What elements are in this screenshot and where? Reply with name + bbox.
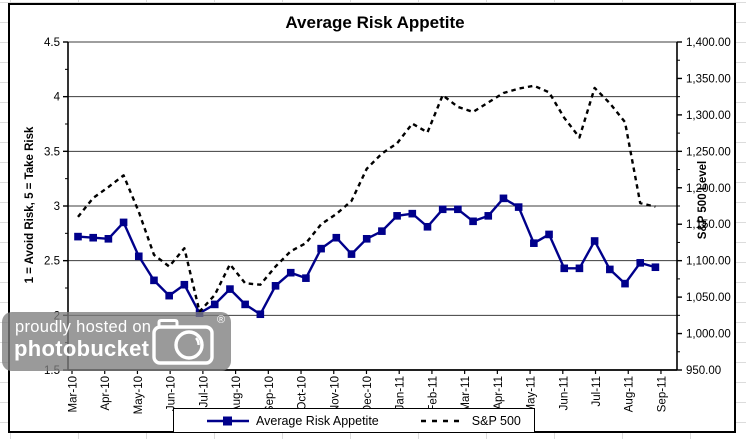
legend-sample-sp500-line — [420, 417, 465, 425]
watermark-tagline: proudly hosted on — [15, 318, 152, 336]
registered-mark: ® — [217, 314, 226, 326]
series-sp500 — [77, 84, 656, 313]
y-left-tick-label: 4 — [54, 92, 61, 104]
legend-label-risk: Average Risk Appetite — [256, 413, 379, 428]
sp500-dash-sample-icon — [420, 419, 465, 422]
photobucket-watermark: proudly hosted on photobucket ® — [2, 312, 231, 371]
y-right-tick-label: 1,150.00 — [686, 219, 731, 231]
x-tick-label: Sep-10 — [264, 376, 276, 413]
y-left-tick-label: 2.5 — [44, 256, 60, 268]
watermark-brand: photobucket — [14, 336, 150, 361]
x-tick-label: Apr-11 — [493, 376, 505, 410]
y-right-tick-label: 950.00 — [686, 365, 721, 377]
x-axis: Mar-10 Apr-10 May-10 Jun-10 Jul-10 Aug-10 Sep-… — [68, 370, 668, 414]
x-tick-label: Mar-11 — [460, 376, 472, 412]
camera-icon — [152, 319, 214, 365]
y-right-tick-label: 1,400.00 — [686, 37, 731, 49]
y-right-tick-label: 1,100.00 — [686, 256, 731, 268]
y-left-tick-label: 3.5 — [44, 146, 60, 158]
y-right-axis: 1,400.00 1,350.00 1,300.00 1,250.00 1,200.00… — [677, 37, 731, 377]
x-tick-label: Aug-10 — [231, 376, 243, 413]
y-left-tick-label: 4.5 — [44, 37, 60, 49]
series-risk-appetite — [74, 194, 660, 319]
x-tick-label: Apr-10 — [100, 376, 112, 411]
x-tick-label: Jan-11 — [395, 376, 407, 410]
y-left-tick-label: 3 — [54, 201, 60, 213]
x-tick-label: Jul-10 — [198, 376, 210, 407]
y-right-tick-label: 1,200.00 — [686, 183, 731, 195]
x-tick-label: Aug-11 — [624, 376, 636, 412]
legend: Average Risk Appetite S&P 500 — [173, 408, 535, 433]
x-tick-label: Sep-11 — [656, 376, 668, 412]
y-right-axis-title: S&P 500 Level — [697, 161, 709, 239]
y-right-tick-label: 1,250.00 — [686, 146, 731, 158]
legend-label-sp500: S&P 500 — [471, 413, 521, 428]
x-tick-label: Mar-10 — [68, 376, 80, 412]
y-right-tick-label: 1,050.00 — [686, 292, 731, 304]
x-tick-label: May-10 — [133, 376, 145, 414]
x-tick-label: Nov-10 — [329, 376, 341, 413]
x-tick-label: Jul-11 — [591, 376, 603, 406]
risk-line-sample-icon — [207, 416, 249, 425]
x-tick-label: Dec-10 — [362, 376, 374, 413]
legend-sample-risk-line — [207, 415, 249, 427]
x-tick-label: May-11 — [526, 376, 538, 414]
y-right-tick-label: 1,000.00 — [686, 329, 731, 341]
chart-title: Average Risk Appetite — [285, 13, 465, 32]
x-tick-label: Oct-10 — [297, 376, 309, 411]
y-right-tick-label: 1,350.00 — [686, 73, 731, 85]
x-tick-label: Feb-11 — [427, 376, 439, 412]
x-tick-label: Jun-11 — [558, 376, 570, 410]
y-left-axis-title: 1 = Avoid Risk, 5 = Take Risk — [24, 126, 36, 283]
axis-titles: 1 = Avoid Risk, 5 = Take Risk S&P 500 Lev… — [24, 126, 709, 283]
y-right-tick-label: 1,300.00 — [686, 110, 731, 122]
x-tick-label: Jun-10 — [166, 376, 178, 411]
